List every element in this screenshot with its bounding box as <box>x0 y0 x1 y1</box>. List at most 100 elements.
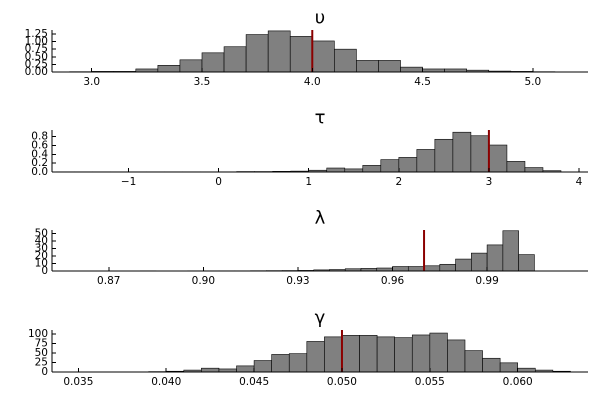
histogram-bar <box>326 167 346 173</box>
histogram-bar <box>429 332 448 373</box>
histogram-panel-2: τ −1 0 1 2 3 4 0.00.20.40.60.8 <box>31 108 588 188</box>
histogram-bar <box>416 149 436 173</box>
y-tick-label: 10 <box>35 258 48 270</box>
y-tick-label: 0 <box>41 265 48 277</box>
histogram-bar <box>380 159 400 173</box>
y-tick-label: 25 <box>35 356 48 368</box>
x-tick-label: 0 <box>215 176 222 188</box>
x-tick-label: 0.90 <box>192 275 215 287</box>
histogram-bar <box>289 36 313 73</box>
histogram-bar <box>324 336 343 373</box>
y-tick-label: 30 <box>35 243 48 255</box>
y-tick-label: 0.8 <box>31 131 48 143</box>
panel-title: γ <box>315 308 326 329</box>
histogram-bar <box>482 357 501 373</box>
y-tick-label: 0.00 <box>25 66 48 78</box>
histogram-bar <box>341 335 360 373</box>
histogram-bar <box>499 362 519 373</box>
y-tick-label: 0.0 <box>31 166 48 178</box>
x-tick-label: 0.055 <box>415 376 445 388</box>
x-tick-label: 0.99 <box>475 275 498 287</box>
panel-title: υ <box>315 8 325 29</box>
histogram-bar <box>392 266 409 272</box>
histogram-bar <box>471 252 488 272</box>
histogram-bar <box>398 157 418 173</box>
x-tick-label: 3.0 <box>83 76 100 88</box>
histogram-bar <box>434 138 454 173</box>
histogram-bar <box>486 244 504 272</box>
y-tick-label: 0.4 <box>31 148 48 160</box>
panel-title: τ <box>315 108 326 129</box>
histogram-bar <box>447 339 466 373</box>
y-tick-label: 50 <box>35 347 48 359</box>
x-tick-label: 4.5 <box>414 76 431 88</box>
histogram-bar <box>157 65 181 73</box>
x-tick-label: 0.050 <box>327 376 357 388</box>
x-tick-label: 0.96 <box>381 275 405 287</box>
histogram-bar <box>201 52 225 73</box>
x-tick-label: 4.0 <box>304 76 321 88</box>
x-tick-label: 0.035 <box>63 376 93 388</box>
histogram-bar <box>517 367 536 373</box>
histogram-bar <box>179 59 203 73</box>
histogram-bar <box>271 354 290 373</box>
histogram-bar <box>267 30 291 73</box>
histogram-bar <box>502 230 519 272</box>
histogram-bar <box>506 161 526 173</box>
y-tick-label: 0.25 <box>25 58 48 70</box>
histogram-bar <box>488 144 508 173</box>
histogram-bar <box>452 131 472 173</box>
x-tick-label: 1 <box>305 176 312 188</box>
histogram-bar <box>334 48 357 73</box>
histogram-bar <box>223 46 247 73</box>
x-tick-label: 0.040 <box>151 376 181 388</box>
y-tick-label: 1.25 <box>25 28 48 40</box>
y-tick-label: 100 <box>28 328 48 340</box>
histogram-bar <box>423 265 441 272</box>
histogram-bar <box>394 337 413 373</box>
y-tick-label: 0.2 <box>31 157 48 169</box>
histogram-bar <box>359 335 378 373</box>
x-tick-label: 0.060 <box>503 376 533 388</box>
y-tick-label: 40 <box>35 235 48 247</box>
y-tick-label: 20 <box>35 250 48 262</box>
histogram-panel-1: υ 3.0 3.5 4.0 4.5 5.0 0.000.250.500.751.001.25 <box>25 8 588 88</box>
histogram-bar <box>455 258 472 272</box>
histogram-bar <box>362 165 382 173</box>
histogram-bar <box>464 350 483 373</box>
x-tick-label: 2 <box>395 176 402 188</box>
histogram-bar <box>306 341 325 373</box>
histogram-bar <box>439 263 456 272</box>
histogram-bar <box>245 34 269 73</box>
x-tick-label: 3 <box>486 176 493 188</box>
y-tick-label: 50 <box>35 228 48 240</box>
histogram-panel-4: γ 0.035 0.040 0.045 0.050 0.055 0.060 025507510… <box>28 308 588 388</box>
histogram-bar <box>411 334 431 373</box>
histogram-bar <box>356 60 379 73</box>
histogram-bar <box>201 367 220 373</box>
histogram-bar <box>236 365 255 373</box>
x-tick-label: 3.5 <box>194 76 211 88</box>
histogram-bar <box>253 360 272 373</box>
histogram-bar <box>518 254 535 272</box>
histogram-bar <box>524 167 544 173</box>
y-tick-label: 1.00 <box>25 36 48 48</box>
histogram-bar <box>311 40 335 73</box>
panel-title: λ <box>315 208 326 229</box>
y-tick-label: 0.6 <box>31 139 48 151</box>
histogram-bar <box>470 135 490 173</box>
x-tick-label: 4 <box>576 176 583 188</box>
y-tick-label: 0.50 <box>25 51 48 63</box>
y-tick-label: 75 <box>35 337 48 349</box>
x-tick-label: 0.87 <box>97 275 120 287</box>
x-tick-label: −1 <box>121 176 136 188</box>
histogram-bar <box>288 353 308 373</box>
histogram-bar <box>400 66 423 73</box>
x-tick-label: 0.045 <box>239 376 269 388</box>
histogram-bar <box>376 336 395 373</box>
y-tick-label: 0 <box>41 366 48 378</box>
y-tick-label: 0.75 <box>25 43 48 55</box>
histogram-bar <box>378 60 401 73</box>
